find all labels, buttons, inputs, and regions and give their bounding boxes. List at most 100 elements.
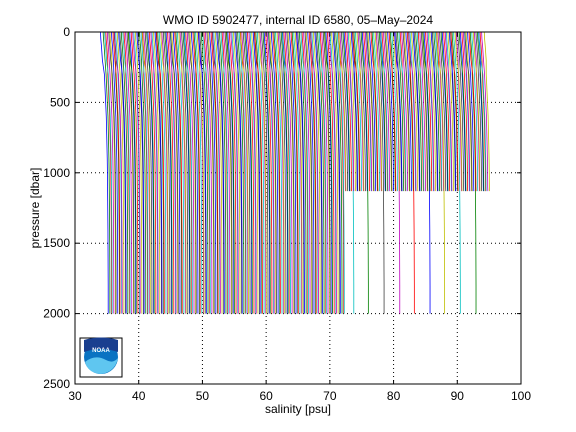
profile-line: [170, 31, 179, 314]
x-tick-label: 40: [132, 389, 146, 403]
profile-line: [132, 31, 141, 314]
profile-line: [468, 31, 477, 192]
profile-line: [317, 31, 325, 314]
profile-line: [160, 31, 169, 314]
profile-line: [455, 31, 462, 192]
profile-line: [251, 31, 259, 314]
profile-line: [188, 31, 197, 314]
profile-line: [369, 31, 377, 192]
profile-line: [474, 31, 480, 192]
profile-line: [112, 31, 121, 314]
profile-line: [449, 31, 457, 192]
profile-line: [478, 31, 487, 192]
profile-line: [416, 31, 425, 192]
profile-line: [136, 31, 145, 314]
profile-line: [300, 31, 309, 314]
profile-line: [431, 31, 438, 192]
profile-line: [359, 31, 367, 192]
profile-line: [475, 31, 483, 192]
profile-line: [314, 31, 323, 314]
profile-line: [196, 31, 205, 314]
profile-line: [371, 31, 378, 192]
profile-line: [100, 31, 109, 314]
profile-line: [426, 31, 435, 192]
profile-line: [433, 31, 441, 192]
profile-line: [286, 31, 295, 314]
x-tick-label: 100: [511, 389, 531, 403]
x-tick-label: 80: [387, 389, 401, 403]
profile-line: [437, 31, 444, 192]
noaa-logo-text: NOAA: [92, 348, 110, 354]
profile-line: [467, 31, 475, 192]
profile-line: [409, 31, 416, 192]
profile-line: [436, 31, 446, 314]
profile-line: [332, 31, 341, 314]
profile-line: [223, 31, 231, 314]
profile-line: [322, 31, 331, 314]
profile-line: [419, 31, 427, 192]
profile-line: [440, 31, 449, 192]
profile-line: [465, 31, 472, 192]
profile-line: [108, 31, 117, 314]
profile-line: [265, 31, 273, 314]
chart-title: WMO ID 5902477, internal ID 6580, 05–May…: [163, 13, 433, 27]
profile-line: [303, 31, 311, 314]
profile-line: [240, 31, 249, 314]
profile-line: [168, 31, 177, 314]
profile-line: [381, 31, 388, 192]
profile-line: [122, 31, 131, 314]
profile-line: [408, 31, 417, 192]
profile-line: [104, 31, 113, 314]
profile-line: [392, 31, 401, 192]
profile-line: [395, 31, 402, 192]
profile-line: [290, 31, 299, 314]
profile-line: [458, 31, 467, 192]
profile-line: [158, 31, 167, 314]
profile-line: [293, 31, 301, 314]
profile-line: [186, 31, 195, 314]
profile-line: [406, 31, 415, 314]
profile-line: [228, 31, 237, 314]
profile-line: [338, 31, 347, 192]
profile-line: [461, 31, 469, 192]
profile-line: [162, 31, 171, 314]
profile-line: [403, 31, 410, 192]
profile-line: [411, 31, 419, 192]
profile-line: [219, 31, 227, 314]
profile-line: [310, 31, 319, 314]
profile-line: [266, 31, 275, 314]
profile-line: [388, 31, 397, 192]
profile-line: [308, 31, 317, 314]
profile-line: [209, 31, 217, 314]
profile-line: [282, 31, 291, 314]
profile-line: [262, 31, 271, 314]
profile-line: [366, 31, 375, 192]
profile-line: [367, 31, 374, 192]
profile-line: [339, 31, 346, 192]
profile-line: [210, 31, 219, 314]
profile-line: [248, 31, 257, 314]
profile-line: [405, 31, 412, 192]
profile-line: [254, 31, 263, 314]
profile-line: [298, 31, 307, 314]
profile-line: [479, 31, 486, 192]
plot-area: [74, 31, 522, 385]
profile-line: [146, 31, 155, 314]
profile-line: [242, 31, 251, 314]
profile-line: [214, 31, 223, 314]
profile-line: [342, 31, 351, 192]
profile-line: [289, 31, 297, 314]
profile-line: [134, 31, 143, 314]
profile-line: [413, 31, 420, 192]
profile-line: [457, 31, 465, 192]
profile-line: [261, 31, 269, 314]
profile-line: [150, 31, 159, 314]
profile-line: [336, 31, 345, 314]
noaa-logo-icon: NOAA: [79, 337, 123, 378]
profile-line: [280, 31, 289, 314]
profile-line: [361, 31, 368, 192]
profile-line: [224, 31, 233, 314]
profile-line: [128, 31, 137, 314]
profile-line: [206, 31, 215, 314]
